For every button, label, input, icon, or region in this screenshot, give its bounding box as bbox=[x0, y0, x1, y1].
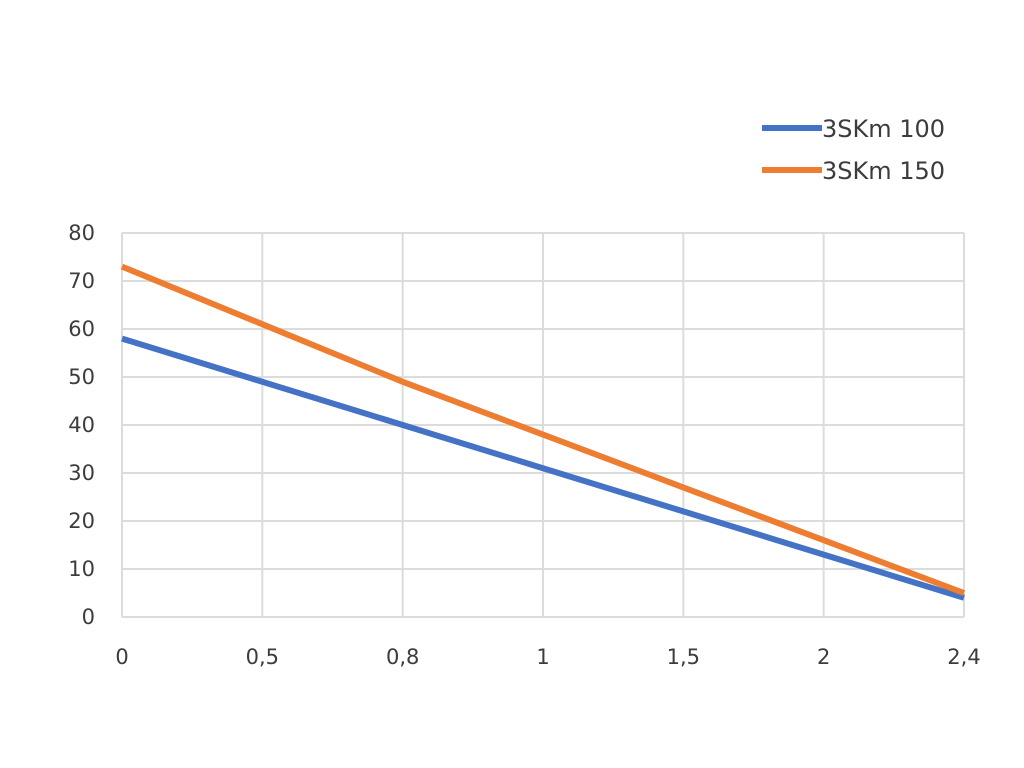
x-tick-label: 1,5 bbox=[667, 645, 700, 669]
legend-label: 3SKm 100 bbox=[822, 115, 945, 143]
x-axis: 0 0,5 0,8 1 1,5 2 2,4 bbox=[115, 645, 980, 669]
y-tick-label: 10 bbox=[68, 557, 95, 581]
x-tick-label: 2,4 bbox=[947, 645, 980, 669]
legend-label: 3SKm 150 bbox=[822, 157, 945, 185]
y-tick-label: 50 bbox=[68, 365, 95, 389]
y-tick-label: 60 bbox=[68, 317, 95, 341]
x-tick-label: 0 bbox=[115, 645, 128, 669]
x-tick-label: 1 bbox=[536, 645, 549, 669]
y-tick-label: 70 bbox=[68, 269, 95, 293]
y-tick-label: 20 bbox=[68, 509, 95, 533]
y-tick-label: 0 bbox=[82, 605, 95, 629]
y-tick-label: 30 bbox=[68, 461, 95, 485]
y-tick-label: 80 bbox=[68, 221, 95, 245]
x-tick-label: 2 bbox=[817, 645, 830, 669]
y-axis: 0 10 20 30 40 50 60 70 80 bbox=[68, 221, 95, 629]
series-line-2 bbox=[120, 263, 966, 596]
chart-series bbox=[120, 263, 966, 601]
series-line-1 bbox=[121, 335, 965, 601]
y-tick-label: 40 bbox=[68, 413, 95, 437]
x-tick-label: 0,8 bbox=[386, 645, 419, 669]
chart-legend: 3SKm 100 3SKm 150 bbox=[762, 115, 945, 185]
x-tick-label: 0,5 bbox=[246, 645, 279, 669]
